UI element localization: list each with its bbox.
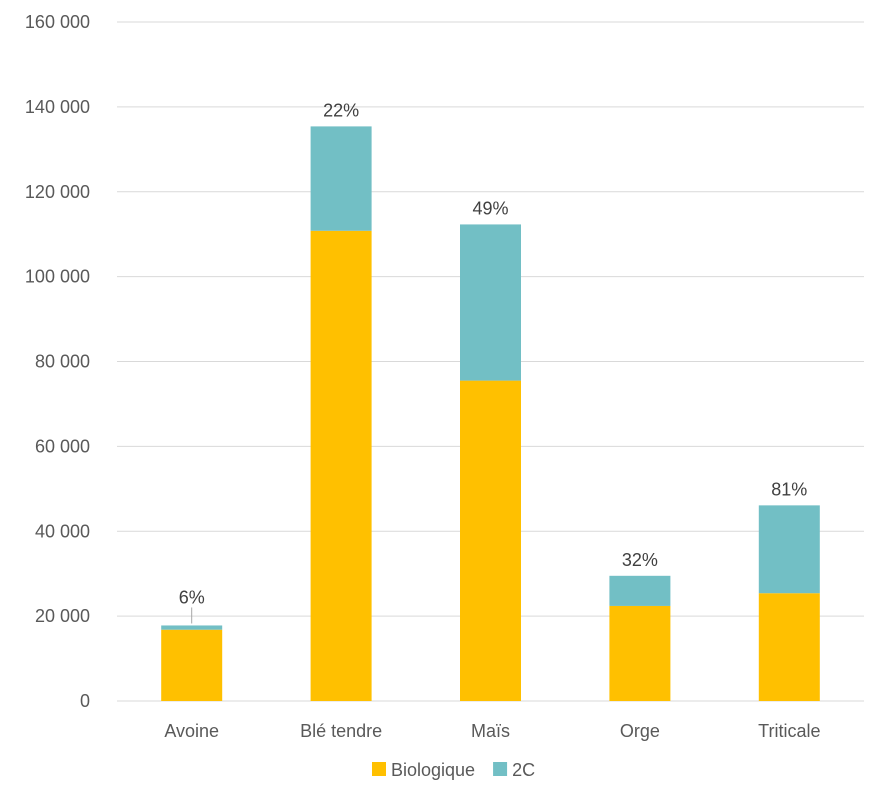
y-tick-label: 100 000 [25,267,90,287]
data-label: 81% [771,479,807,499]
y-tick-label: 80 000 [35,352,90,372]
data-label: 49% [472,198,508,218]
bar-segment-2c [460,224,521,381]
y-tick-label: 140 000 [25,97,90,117]
bars [161,126,820,702]
bar-segment-2c [609,575,671,606]
data-label: 32% [622,550,658,570]
y-tick-label: 60 000 [35,436,90,456]
data-label: 6% [179,587,205,607]
bar-segment-2c [161,625,223,630]
legend-item-2c: 2C [493,760,535,780]
bar-segment-biologique [460,380,521,701]
x-category-label: Triticale [758,721,820,741]
y-tick-label: 40 000 [35,521,90,541]
y-tick-label: 120 000 [25,182,90,202]
legend-swatch [372,762,386,776]
bar-segment-2c [310,126,372,231]
data-label: 22% [323,100,359,120]
bar-segment-biologique [310,230,372,702]
bar-segment-biologique [161,629,223,701]
bar-segment-biologique [609,605,671,701]
x-category-label: Maïs [471,721,510,741]
y-tick-label: 0 [80,691,90,711]
bar-segment-2c [758,505,820,594]
x-category-label: Avoine [164,721,219,741]
data-labels: 6% 22% 49% 32% 81% [179,100,807,624]
legend-item-biologique: Biologique [372,760,475,780]
legend-label: 2C [512,760,535,780]
x-category-label: Orge [620,721,660,741]
legend: Biologique 2C [372,760,535,780]
y-tick-label: 160 000 [25,12,90,32]
x-axis-category-labels: Avoine Blé tendre Maïs Orge Triticale [164,721,820,741]
legend-swatch [493,762,508,776]
y-axis-tick-labels: 0 20 000 40 000 60 000 80 000 100 000 120 000 1… [25,12,90,711]
x-category-label: Blé tendre [300,721,382,741]
y-tick-label: 20 000 [35,606,90,626]
bar-segment-biologique [758,593,820,701]
legend-label: Biologique [391,760,475,780]
